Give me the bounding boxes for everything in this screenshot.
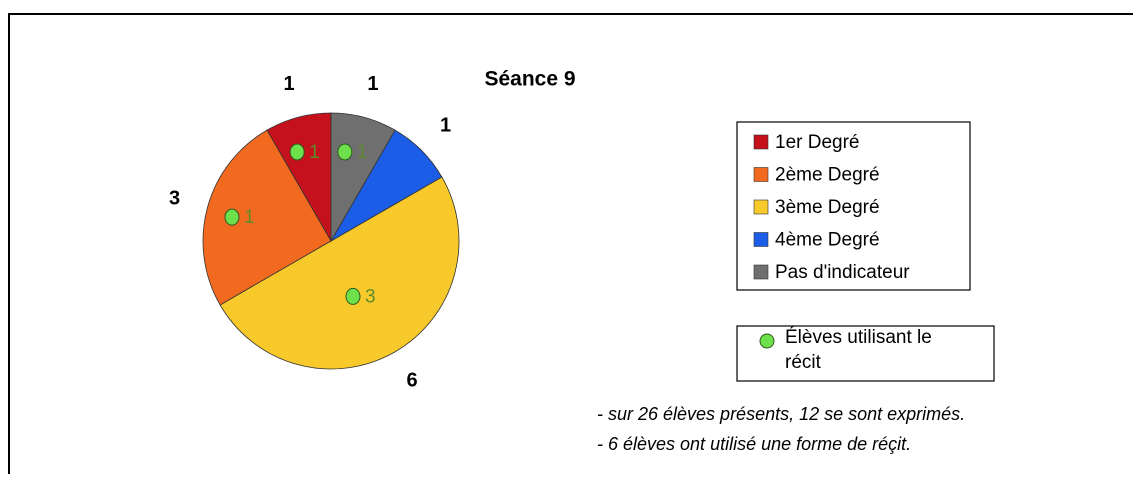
- data-label: 1: [440, 115, 451, 137]
- note: - 6 élèves ont utilisé une forme de réçi…: [597, 434, 911, 454]
- legend-label: Élèves utilisant le récit: [785, 327, 932, 373]
- legend-swatch: [753, 134, 769, 150]
- data-label: 3: [169, 187, 180, 209]
- legend-box: [736, 325, 995, 382]
- recit-dot: [345, 287, 361, 305]
- recit-label: 1: [309, 142, 320, 163]
- slice: [202, 129, 332, 306]
- chart-title: Séance 9: [484, 68, 575, 91]
- legend-label: Pas d'indicateur: [775, 262, 910, 283]
- recit-label: 1: [357, 142, 368, 163]
- recit-label: 3: [365, 286, 376, 307]
- slices: [202, 112, 460, 370]
- slice: [219, 176, 460, 370]
- recit-dot: [337, 143, 353, 161]
- data-label: 1: [367, 73, 378, 95]
- recit-dot: [289, 143, 305, 161]
- note: - sur 26 élèves présents, 12 se sont exp…: [597, 404, 965, 424]
- legend-label: 1er Degré: [775, 132, 860, 153]
- legend-label: 4ème Degré: [775, 230, 880, 251]
- legend-swatch: [753, 232, 769, 247]
- legend-swatch: [753, 167, 769, 182]
- legend-swatch: [759, 333, 775, 349]
- recit-label: 1: [244, 207, 255, 228]
- legend-swatch: [753, 199, 769, 215]
- recit-dot: [224, 208, 240, 226]
- data-label: 1: [284, 73, 295, 95]
- legend-label: 2ème Degré: [775, 165, 880, 186]
- legend-swatch: [753, 264, 769, 280]
- frame: [8, 13, 1133, 479]
- data-label: 6: [406, 370, 417, 392]
- legend-box: [736, 121, 971, 291]
- legend-label: 3ème Degré: [775, 197, 880, 218]
